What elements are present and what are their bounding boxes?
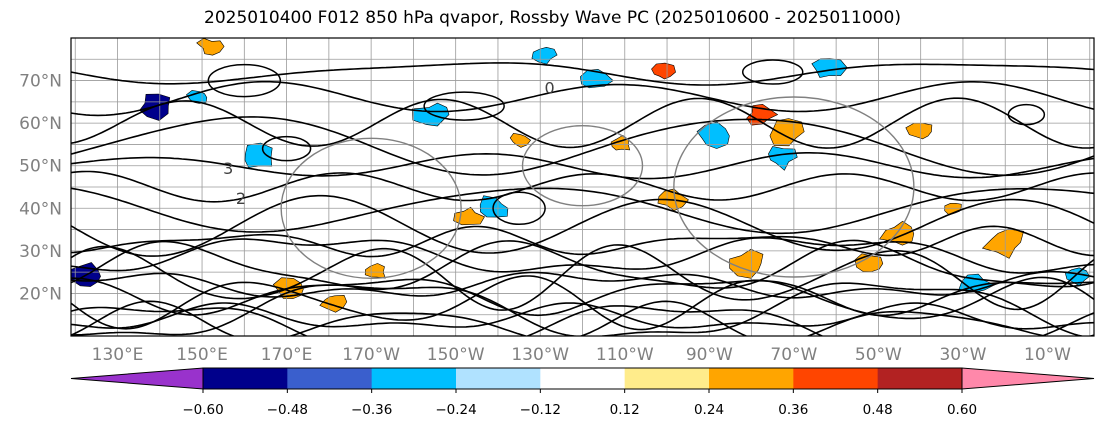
contour-loop xyxy=(1007,103,1046,126)
colorbar-bin xyxy=(540,368,626,389)
colorbar-bin xyxy=(877,368,963,389)
shaded-patch xyxy=(196,38,225,56)
shaded-patch xyxy=(244,142,273,168)
colorbar-bin xyxy=(793,368,879,389)
contour-line xyxy=(71,152,1094,180)
colorbar-bin xyxy=(456,368,541,389)
y-tick-label: 30°N xyxy=(19,242,62,262)
x-tick-label: 10°W xyxy=(1024,345,1071,365)
x-tick-label: 150°E xyxy=(176,345,228,365)
x-tick-label: 50°W xyxy=(855,345,902,365)
colorbar-tick-label: −0.24 xyxy=(435,402,476,418)
colorbar-bin xyxy=(624,368,710,389)
colorbar-tick-label: 0.48 xyxy=(863,402,893,418)
contour-loop xyxy=(741,59,804,85)
x-tick-label: 150°W xyxy=(427,345,485,365)
shaded-patch xyxy=(509,132,532,148)
colorbar-bin xyxy=(371,368,457,389)
colorbar-tick-label: −0.48 xyxy=(267,402,308,418)
contour-line xyxy=(71,244,1094,311)
x-tick-label: 170°E xyxy=(261,345,313,365)
contour-lines xyxy=(71,59,1094,336)
contour-loop xyxy=(207,63,282,98)
y-tick-label: 50°N xyxy=(19,157,62,177)
colorbar-bin xyxy=(203,368,288,389)
pc-contour-line xyxy=(280,137,462,279)
pc-contour-line xyxy=(673,96,915,278)
x-tick-label: 130°E xyxy=(92,345,144,365)
chart-title: 2025010400 F012 850 hPa qvapor, Rossby W… xyxy=(204,8,901,28)
colorbar-tick-label: −0.60 xyxy=(182,402,223,418)
x-tick-label: 70°W xyxy=(770,345,817,365)
contour-label: 0 xyxy=(544,78,554,97)
contour-line xyxy=(71,302,1094,330)
x-tick-label: 110°W xyxy=(596,345,654,365)
y-tick-label: 40°N xyxy=(19,199,62,219)
colorbar-tick-label: −0.36 xyxy=(351,402,392,418)
shaded-patch xyxy=(769,118,805,147)
y-tick-label: 20°N xyxy=(19,284,62,304)
contour-loop xyxy=(492,191,546,226)
y-tick-label: 60°N xyxy=(19,114,62,134)
contour-line xyxy=(71,80,1094,117)
colorbar: −0.60 −0.48 −0.36 −0.24 −0.12 0.12 0.24 0.36 0.4… xyxy=(70,367,1095,418)
contour-line xyxy=(71,225,1094,258)
contour-labels: 32 0 xyxy=(223,78,554,208)
contour-label: 2 xyxy=(236,189,246,208)
x-tick-label: 130°W xyxy=(511,345,569,365)
shaded-patch xyxy=(696,121,730,149)
colorbar-tick-label: 0.24 xyxy=(694,402,724,418)
shaded-patch xyxy=(531,46,558,65)
contour-line xyxy=(71,270,1094,299)
x-tick-label: 90°W xyxy=(686,345,733,365)
x-tick-labels: 130°E 150°E 170°E 170°W 150°W 130°W 110°W 90°W 7… xyxy=(92,345,1072,365)
x-tick-label: 170°W xyxy=(342,345,400,365)
colorbar-over-triangle xyxy=(961,367,1095,390)
colorbar-bin xyxy=(287,368,373,389)
colorbar-frame xyxy=(202,367,963,390)
colorbar-under-triangle xyxy=(70,367,204,390)
contour-line xyxy=(71,282,1086,336)
colorbar-tick-label: 0.36 xyxy=(778,402,808,418)
contour-line xyxy=(71,62,1094,86)
contour-label: 3 xyxy=(223,159,233,178)
pc-contour-line xyxy=(521,125,644,207)
contour-line xyxy=(71,194,1094,257)
colorbar-tick-label: −0.12 xyxy=(520,402,561,418)
contour-line xyxy=(71,187,1094,235)
contour-loop xyxy=(423,91,505,121)
shaded-patch xyxy=(905,123,933,140)
contour-line xyxy=(71,170,1094,203)
plot-frame xyxy=(70,37,1095,337)
colorbar-tick-label: 0.60 xyxy=(947,402,977,418)
contour-line xyxy=(71,116,1094,177)
x-tick-label: 30°W xyxy=(939,345,986,365)
contour-loop xyxy=(261,135,312,162)
contour-line xyxy=(71,305,1094,336)
contour-line xyxy=(71,239,1094,291)
colorbar-bin xyxy=(709,368,794,389)
map-grid xyxy=(71,38,1094,336)
contour-line xyxy=(71,275,1094,331)
y-tick-label: 70°N xyxy=(19,72,62,92)
shaded-patch xyxy=(453,206,485,226)
y-tick-labels: 20°N 30°N 40°N 50°N 60°N 70°N xyxy=(19,72,62,305)
colorbar-tick-label: 0.12 xyxy=(610,402,640,418)
